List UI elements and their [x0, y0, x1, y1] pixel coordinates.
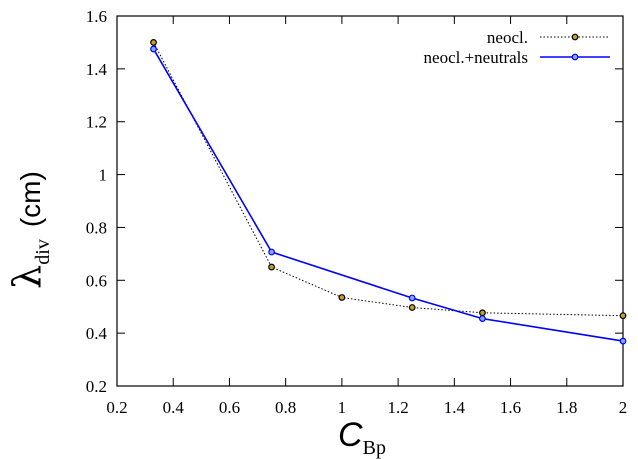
y-tick-label: 0.8: [86, 218, 107, 237]
data-point: [338, 294, 346, 301]
series-2: [150, 45, 627, 345]
x-tick-label: 0.8: [275, 398, 296, 417]
series-layer: [150, 39, 627, 345]
y-tick-label: 1.4: [86, 60, 108, 79]
y-axis-label: λdiv (cm): [5, 171, 54, 289]
legend-label: neocl.: [487, 28, 528, 47]
y-axis-label-main: λ: [5, 265, 49, 289]
legend-marker: [571, 33, 579, 41]
x-axis-label-main: C: [338, 416, 363, 454]
series-line: [153, 42, 624, 317]
x-tick-label: 1.8: [556, 398, 577, 417]
y-tick-label: 1: [99, 166, 108, 185]
y-axis-label-sub: div: [32, 239, 54, 265]
legend-marker: [571, 53, 579, 61]
series-line: [152, 48, 624, 342]
x-axis-label: CBp: [338, 416, 386, 459]
y-tick-label: 0.2: [86, 377, 107, 396]
y-tick-label: 0.6: [86, 271, 107, 290]
x-tick-label: 0.6: [219, 398, 240, 417]
x-axis-label-sub: Bp: [363, 437, 386, 459]
data-point: [408, 294, 416, 302]
x-tick-label: 1.2: [387, 398, 408, 417]
data-point: [479, 315, 486, 323]
data-point: [268, 248, 276, 256]
x-tick-label: 0.2: [106, 398, 127, 417]
data-point: [619, 337, 627, 345]
legend-label: neocl.+neutrals: [424, 48, 528, 67]
x-tick-label: 0.4: [163, 398, 185, 417]
y-tick-label: 1.6: [86, 7, 107, 26]
plot-border: [116, 15, 624, 387]
data-point: [150, 39, 157, 46]
x-tick-label: 2: [619, 398, 628, 417]
x-tick-label: 1.4: [444, 398, 466, 417]
x-tick-label: 1.6: [500, 398, 521, 417]
y-axis-label-unit: (cm): [15, 171, 46, 227]
x-axis-ticks: 0.2 0.4 0.6 0.8 1 1.2 1.4 1.6 1.8 2: [106, 16, 627, 417]
data-point: [150, 45, 157, 53]
y-axis-ticks: 0.2 0.4 0.6 0.8 1 1.2 1.4 1.6: [86, 7, 623, 396]
data-point: [268, 263, 276, 271]
y-tick-label: 0.4: [86, 324, 108, 343]
data-point: [619, 312, 627, 320]
y-tick-label: 1.2: [86, 113, 107, 132]
data-point: [479, 309, 486, 317]
legend: neocl.neocl.+neutrals: [424, 28, 610, 67]
series-1: [150, 39, 627, 320]
plot-frame: [116, 15, 624, 387]
data-point: [408, 304, 416, 311]
x-tick-label: 1: [338, 398, 347, 417]
